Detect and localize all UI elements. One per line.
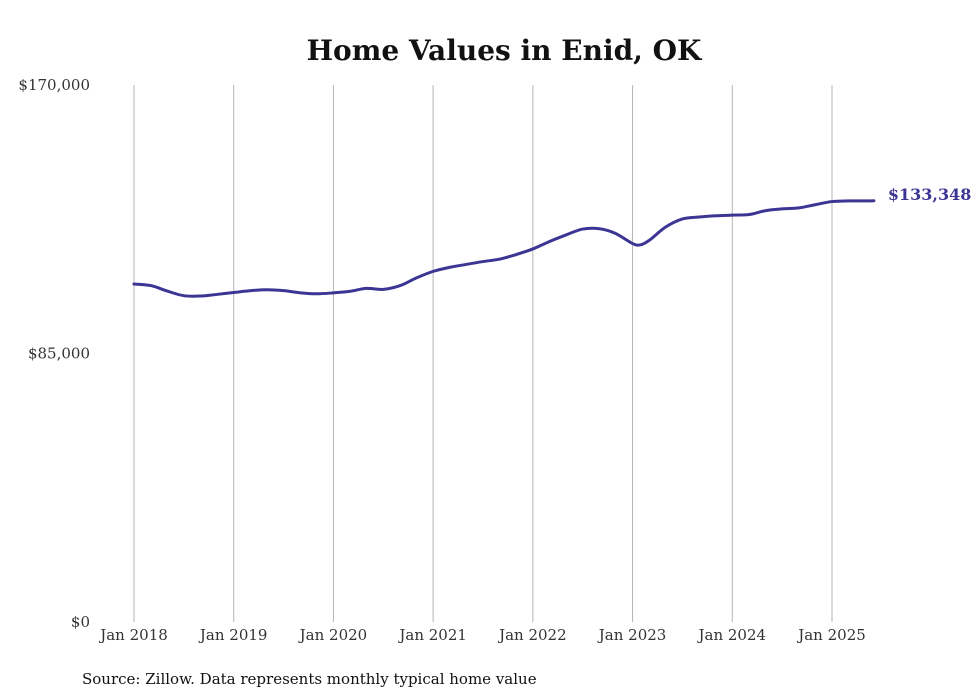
y-axis-ticks: $0 $85,000 $170,000	[18, 76, 90, 631]
x-tick-label: Jan 2021	[397, 626, 467, 644]
x-tick-label: Jan 2025	[796, 626, 866, 644]
gridlines	[133, 85, 833, 622]
chart-title: Home Values in Enid, OK	[307, 34, 703, 67]
x-tick-label: Jan 2024	[697, 626, 767, 644]
x-axis-ticks: Jan 2018 Jan 2019 Jan 2020 Jan 2021 Jan 2022…	[98, 626, 866, 644]
y-tick-label: $85,000	[28, 345, 90, 363]
x-tick-label: Jan 2018	[98, 626, 168, 644]
x-tick-label: Jan 2019	[198, 626, 268, 644]
latest-value-label: $133,348	[888, 185, 972, 204]
y-tick-label: $170,000	[18, 76, 90, 94]
x-tick-label: Jan 2023	[597, 626, 667, 644]
x-tick-label: Jan 2020	[298, 626, 368, 644]
x-tick-label: Jan 2022	[497, 626, 567, 644]
y-tick-label: $0	[71, 613, 90, 631]
source-note: Source: Zillow. Data represents monthly …	[82, 670, 537, 688]
home-value-line	[132, 199, 876, 298]
